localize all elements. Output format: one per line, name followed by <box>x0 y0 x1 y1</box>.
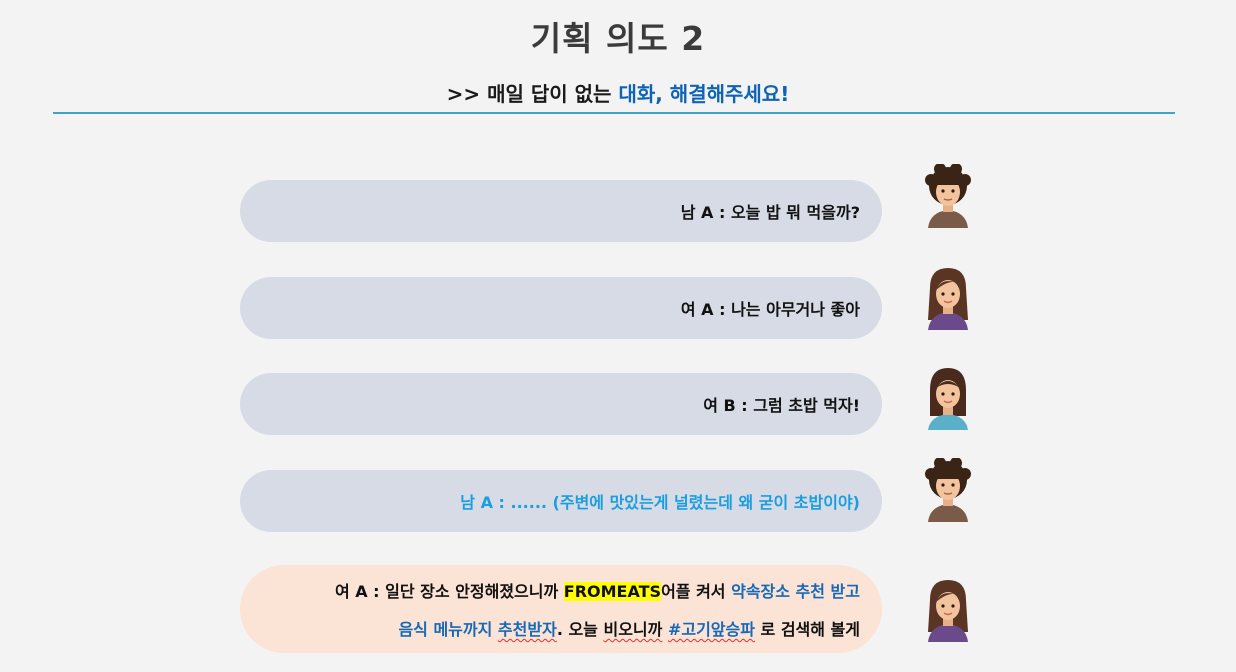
text-segment: 음식 메뉴까지 <box>398 620 498 639</box>
text-segment: 추천받자 <box>497 620 557 639</box>
text-segment: 로 검색해 볼게 <box>754 620 860 639</box>
subtitle-accent: 대화, 해결해주세요! <box>618 82 790 106</box>
dialogue-bubble-5: 여 A : 일단 장소 안정해졌으니까 FROMEATS어플 켜서 약속장소 추… <box>240 565 882 653</box>
hashtag: #고기앞승파 <box>667 620 755 639</box>
dialogue-line-1: 여 A : 일단 장소 안정해졌으니까 FROMEATS어플 켜서 약속장소 추… <box>335 578 860 602</box>
header-divider <box>53 112 1175 114</box>
subtitle-prefix: >> 매일 답이 없는 <box>446 82 619 106</box>
dialogue-text: 여 A : 나는 아무거나 좋아 <box>680 300 860 319</box>
page-title: 기획 의도 2 <box>530 19 706 58</box>
dialogue-bubble-3: 여 B : 그럼 초밥 먹자! <box>240 373 882 435</box>
woman-avatar-icon <box>928 368 968 430</box>
woman-avatar-icon <box>928 268 968 330</box>
page-subtitle: >> 매일 답이 없는 대화, 해결해주세요! <box>0 78 1236 107</box>
dialogue-text: 남 A : ...... (주변에 맛있는게 널렸는데 왜 굳이 초밥이야) <box>460 493 860 512</box>
text-segment: 여 A : 일단 장소 안정해졌으니까 <box>334 582 564 601</box>
dialogue-bubble-2: 여 A : 나는 아무거나 좋아 <box>240 277 882 339</box>
man-avatar-icon <box>925 164 971 228</box>
text-segment: 비오니까 <box>603 620 663 639</box>
dialogue-text: 여 B : 그럼 초밥 먹자! <box>703 396 860 415</box>
text-segment: . 오늘 <box>556 620 604 639</box>
text-segment: 약속장소 추천 받고 <box>731 582 860 601</box>
dialogue-text: 남 A : 오늘 밥 뭐 먹을까? <box>680 203 860 222</box>
dialogue-line-2: 음식 메뉴까지 추천받자. 오늘 비오니까 #고기앞승파 로 검색해 볼게 <box>398 616 860 640</box>
text-segment: 어플 켜서 <box>661 582 732 601</box>
woman-avatar-icon <box>928 580 968 642</box>
fromeats-highlight: FROMEATS <box>563 582 662 601</box>
man-avatar-icon <box>925 458 971 522</box>
dialogue-bubble-4: 남 A : ...... (주변에 맛있는게 널렸는데 왜 굳이 초밥이야) <box>240 470 882 532</box>
dialogue-bubble-1: 남 A : 오늘 밥 뭐 먹을까? <box>240 180 882 242</box>
